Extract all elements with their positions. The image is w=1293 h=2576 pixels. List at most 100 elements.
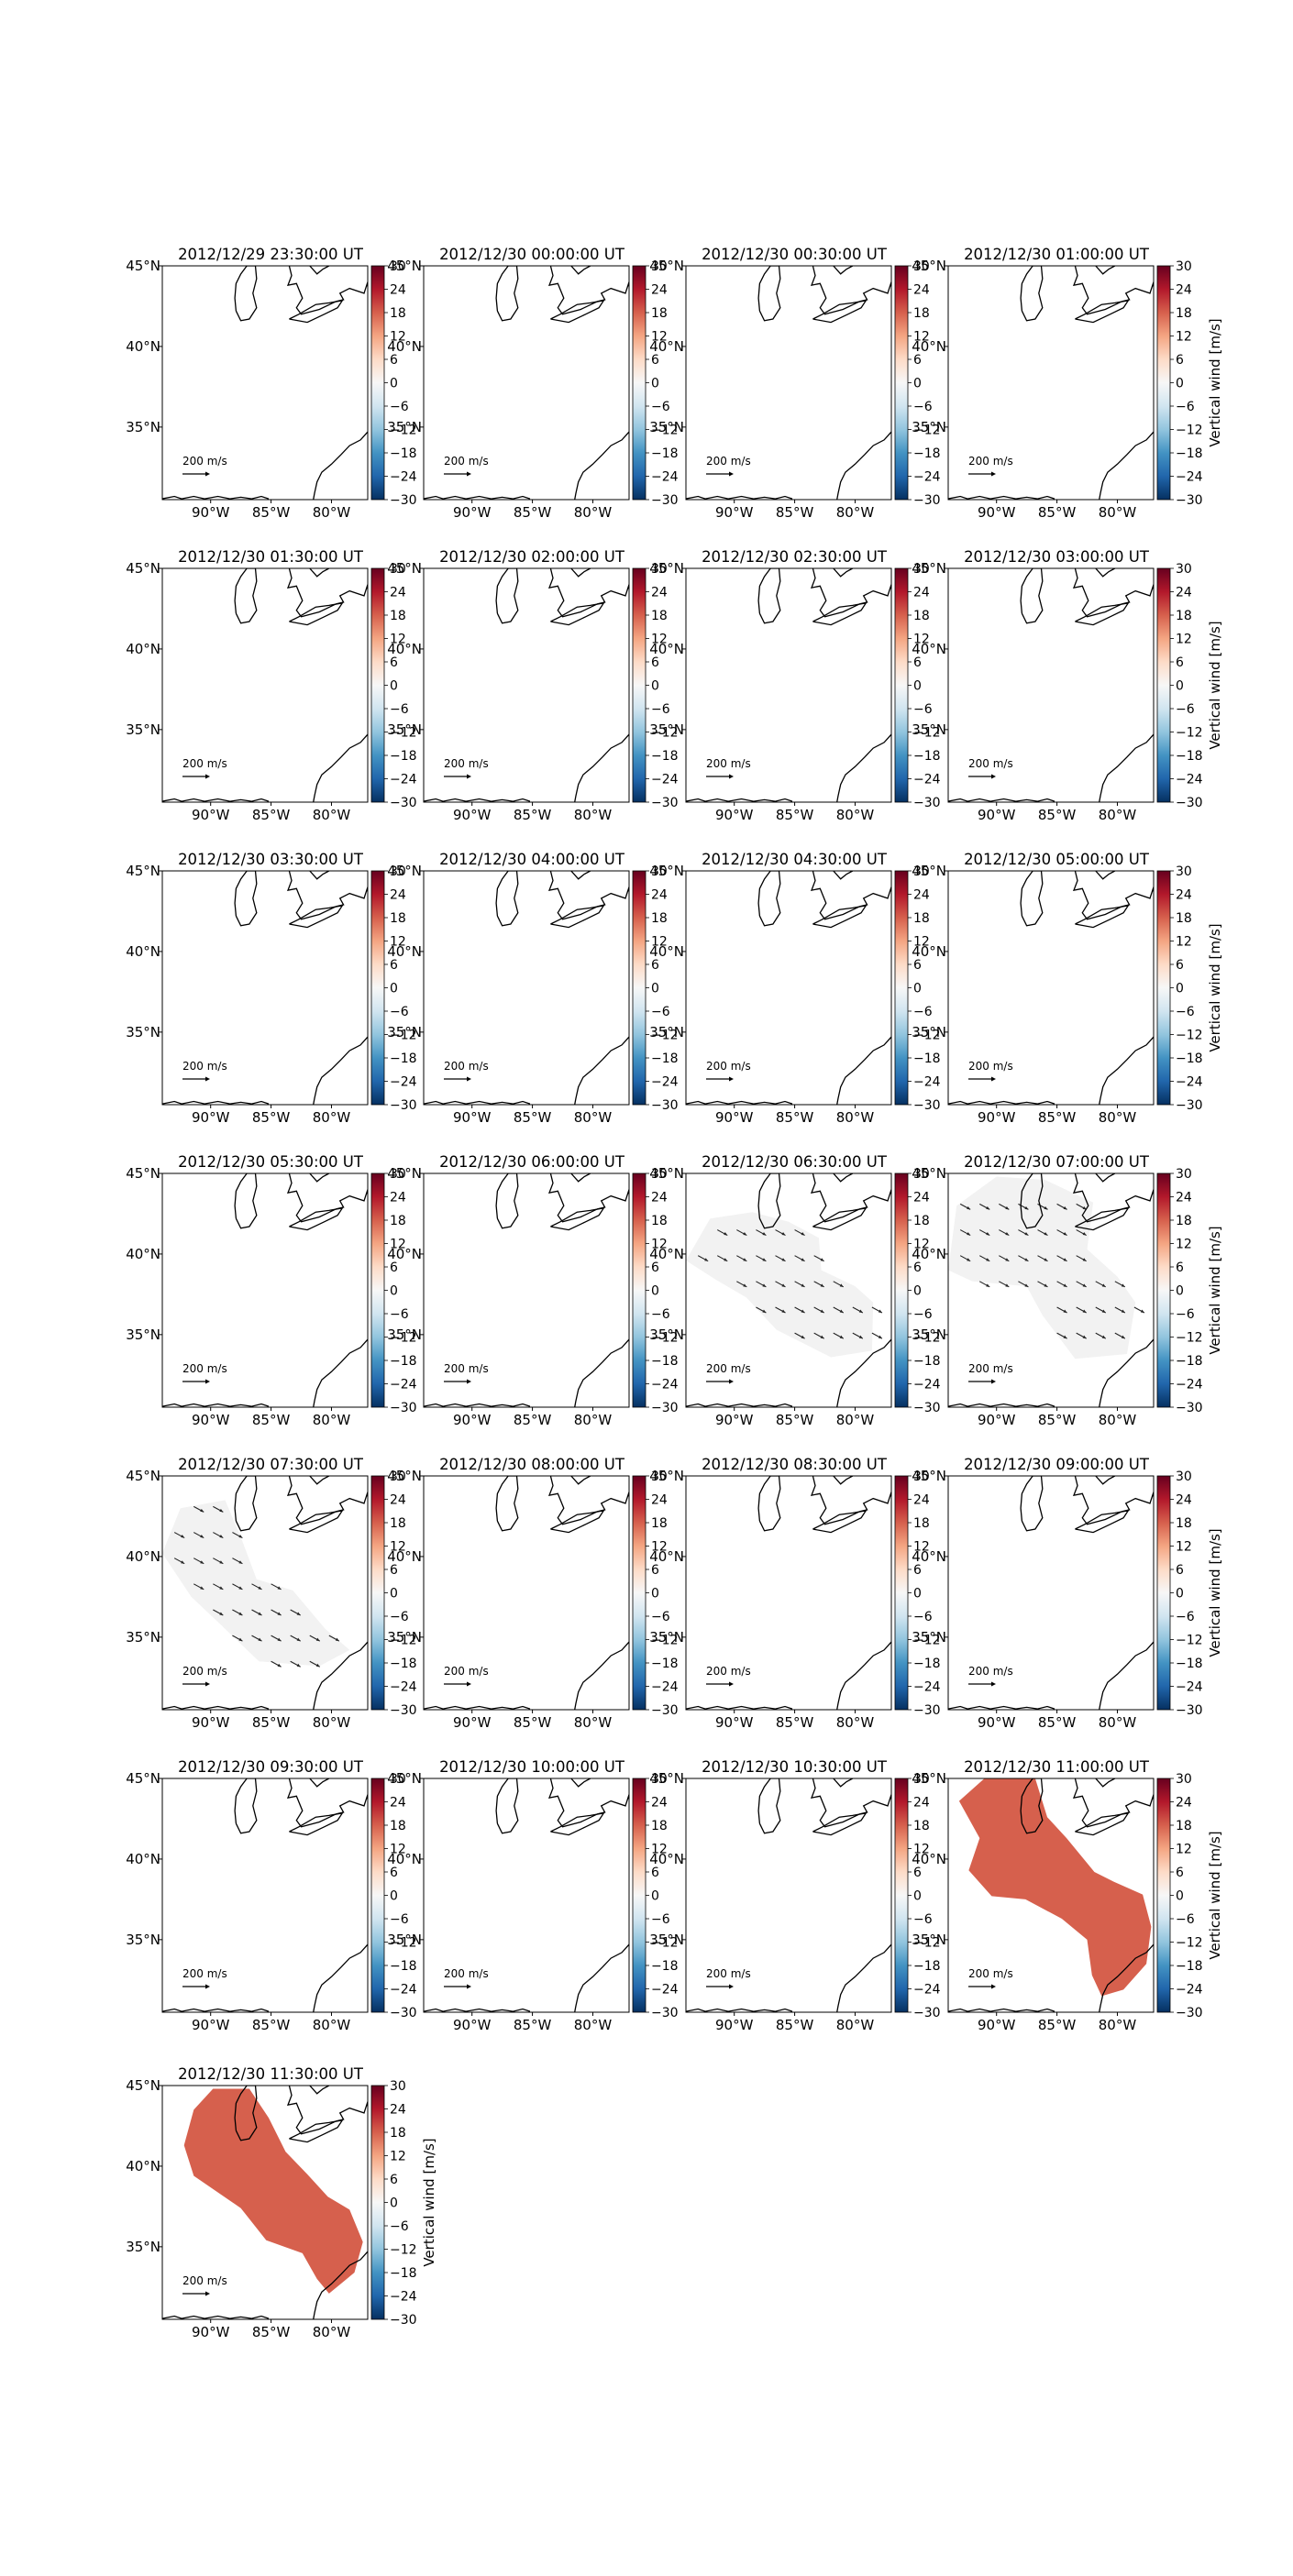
quiver-key-label: 200 m/s <box>968 1060 1013 1073</box>
map-area <box>162 2086 368 2319</box>
colorbar-tick-label: 24 <box>913 888 930 903</box>
colorbar-tick-label: −30 <box>913 1098 941 1113</box>
quiver-key: 200 m/s <box>968 1362 1013 1384</box>
x-tick-label: 80°W <box>313 2324 351 2340</box>
panel-title: 2012/12/30 04:00:00 UT <box>439 851 625 868</box>
coastline <box>495 1476 519 1532</box>
x-tick-label: 85°W <box>514 2017 552 2033</box>
quiver-key-label: 200 m/s <box>706 1060 751 1073</box>
coastline <box>1095 871 1116 880</box>
coastline <box>313 1036 368 1105</box>
colorbar-tick-label: 30 <box>651 1772 668 1787</box>
colorbar-tick-label: 0 <box>390 679 398 694</box>
y-tick-label: 35°N <box>126 1629 160 1646</box>
quiver-key-arrowhead <box>729 774 734 779</box>
coastline <box>313 733 368 802</box>
map-frame <box>685 1475 892 1711</box>
quiver-key: 200 m/s <box>968 757 1013 779</box>
colorbar: 30 24 18 12 6 0 −6 −12 −18 −24 −30 Vertical wind [m… <box>1156 1167 1223 1415</box>
map-area <box>948 568 1154 802</box>
panel-title: 2012/12/29 23:30:00 UT <box>178 246 364 263</box>
y-tick-label: 40°N <box>387 1548 422 1565</box>
coastline <box>1095 1476 1116 1485</box>
colorbar-tick-label: −12 <box>390 1029 417 1043</box>
map-area <box>162 1476 368 1710</box>
colorbar-tick-label: 6 <box>390 958 398 973</box>
colorbar-tick-label: 24 <box>390 1493 406 1508</box>
colorbar-tick-label: 0 <box>390 2196 398 2211</box>
quiver-key-label: 200 m/s <box>182 2274 227 2287</box>
quiver-key: 200 m/s <box>182 2274 227 2296</box>
x-tick-label: 90°W <box>978 1412 1016 1428</box>
wind-vector-head <box>219 1535 224 1538</box>
coastline <box>574 733 629 802</box>
wind-vector-head <box>277 1612 282 1615</box>
x-tick-label: 90°W <box>715 807 754 823</box>
colorbar-tick-label: 6 <box>651 353 659 368</box>
coastline <box>424 495 531 500</box>
map-area <box>948 871 1154 1105</box>
panel-title: 2012/12/30 08:30:00 UT <box>702 1456 888 1473</box>
wind-vector-head <box>315 1663 320 1668</box>
panel-title: 2012/12/30 04:30:00 UT <box>702 851 888 868</box>
y-tick-label: 40°N <box>649 1246 684 1262</box>
colorbar-tick-label: 18 <box>1176 911 1192 926</box>
y-tick-label: 45°N <box>387 1468 422 1484</box>
coastline <box>948 2008 1055 2012</box>
x-tick-label: 90°W <box>715 504 754 521</box>
x-tick-label: 90°W <box>453 1109 492 1126</box>
map-frame <box>161 265 369 501</box>
colorbar-tick-label: −24 <box>390 470 417 485</box>
colorbar-tick-label: −24 <box>913 470 941 485</box>
y-tick-label: 35°N <box>649 1024 684 1040</box>
wind-vector-head <box>181 1560 185 1564</box>
colorbar-tick-label: −18 <box>913 1051 941 1066</box>
vertical-wind-region <box>958 1778 1152 1997</box>
colorbar-tick-label: −6 <box>913 1005 933 1019</box>
wind-vector-head <box>1101 1309 1106 1313</box>
map-frame <box>685 265 892 501</box>
coastline <box>757 1476 781 1532</box>
wind-vector-head <box>1101 1335 1106 1339</box>
colorbar-tick-label: −18 <box>390 2266 417 2281</box>
panel-title: 2012/12/30 02:00:00 UT <box>439 548 625 566</box>
colorbar-tick-label: 12 <box>390 2150 406 2164</box>
colorbar-tick-label: −30 <box>390 796 417 810</box>
colorbar-gradient <box>370 2085 385 2320</box>
y-tick-label: 40°N <box>126 1851 160 1867</box>
colorbar-tick-label: 18 <box>913 306 930 321</box>
colorbar-tick-label: 12 <box>1176 1540 1192 1555</box>
coastline <box>309 2086 330 2095</box>
x-tick-label: 80°W <box>574 1109 613 1126</box>
colorbar-tick-label: −18 <box>651 1354 679 1369</box>
y-tick-label: 35°N <box>912 1629 946 1646</box>
quiver-key: 200 m/s <box>968 1967 1013 1989</box>
y-tick-label: 35°N <box>126 1024 160 1040</box>
x-tick-label: 85°W <box>252 2017 291 2033</box>
coastline <box>574 1338 629 1407</box>
x-tick-label: 80°W <box>574 2017 613 2033</box>
coastline <box>495 266 519 322</box>
map-panel: 2012/12/30 08:00:00 UT 200 m/s 90°W 85°W 80°… <box>387 1456 678 1731</box>
colorbar-tick-label: −6 <box>913 400 933 414</box>
colorbar-tick-label: −24 <box>390 1680 417 1695</box>
wind-vector-head <box>277 1663 282 1668</box>
wind-vector-head <box>238 1535 243 1538</box>
quiver-key-arrowhead <box>205 471 210 477</box>
x-tick-label: 85°W <box>776 1714 814 1731</box>
wind-vector-head <box>1082 1205 1087 1210</box>
coastline <box>424 798 531 802</box>
y-tick-label: 40°N <box>126 338 160 355</box>
x-tick-label: 80°W <box>574 1714 613 1731</box>
x-tick-label: 80°W <box>1099 504 1137 521</box>
x-tick-label: 85°W <box>252 1412 291 1428</box>
quiver-key-arrowhead <box>991 1076 996 1082</box>
coastline <box>495 1778 519 1834</box>
coastline <box>286 1173 368 1223</box>
quiver-key-label: 200 m/s <box>444 1665 489 1678</box>
colorbar: 30 24 18 12 6 0 −6 −12 −18 −24 −30 <box>632 259 679 508</box>
colorbar-tick-label: 18 <box>390 911 406 926</box>
coastline <box>812 1811 868 1836</box>
colorbar-tick-label: 24 <box>1176 1493 1192 1508</box>
colorbar-tick-label: 24 <box>651 586 668 600</box>
